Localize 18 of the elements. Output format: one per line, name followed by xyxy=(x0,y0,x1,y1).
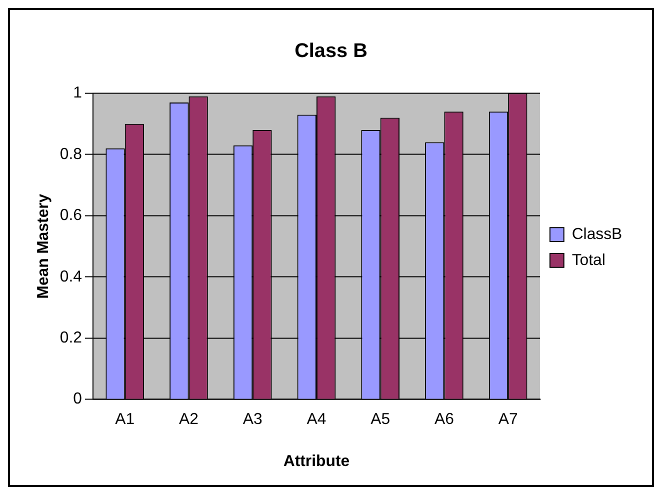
x-tick-label: A7 xyxy=(498,411,518,428)
x-tick-label: A6 xyxy=(434,411,454,428)
legend-label: ClassB xyxy=(572,226,622,243)
legend-label: Total xyxy=(572,252,606,269)
x-axis-title: Attribute xyxy=(283,452,350,470)
y-tick-label: 0.8 xyxy=(60,146,82,163)
y-tick-label: 0.4 xyxy=(60,268,82,286)
y-tick-label: 0.2 xyxy=(60,330,82,346)
x-tick-label: A2 xyxy=(179,411,199,428)
chart-title: Class B xyxy=(294,40,368,62)
y-tick-label: 0 xyxy=(73,390,82,408)
y-axis-title: Mean Mastery xyxy=(34,194,52,299)
y-tick-label: 1 xyxy=(73,84,82,102)
x-tick-label: A5 xyxy=(370,411,390,428)
x-tick-label: A4 xyxy=(306,411,326,428)
y-tick-label: 0.6 xyxy=(60,207,82,224)
x-tick-label: A3 xyxy=(242,411,262,428)
x-tick-label: A1 xyxy=(115,411,135,428)
